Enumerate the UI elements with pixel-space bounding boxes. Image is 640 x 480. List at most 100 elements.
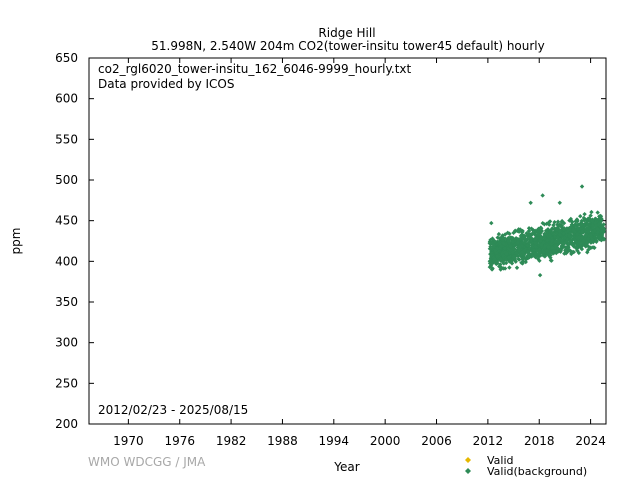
data-point (537, 247, 542, 252)
data-point (538, 246, 543, 251)
file-label: co2_rgl6020_tower-insitu_162_6046-9999_h… (98, 62, 412, 76)
data-point (557, 223, 563, 229)
data-point (549, 226, 555, 231)
data-point (557, 237, 562, 242)
data-point (502, 246, 507, 251)
data-point (584, 239, 589, 245)
data-point-outlier (537, 272, 543, 278)
data-point (586, 244, 591, 249)
data-point (582, 211, 587, 217)
data-point (567, 238, 573, 244)
data-point (501, 266, 506, 271)
data-point (523, 239, 528, 244)
data-point (578, 243, 584, 248)
data-point (488, 246, 493, 252)
data-point (572, 237, 578, 243)
data-point (551, 232, 556, 237)
x-tick-label: 1982 (216, 434, 247, 448)
data-point (555, 235, 560, 240)
data-point (547, 242, 552, 247)
data-points (487, 184, 607, 278)
data-point (566, 241, 572, 246)
data-point (594, 232, 600, 237)
data-point (519, 232, 525, 237)
data-point (508, 244, 514, 249)
chart-title: Ridge Hill (318, 26, 375, 40)
data-point (599, 229, 605, 234)
data-point (544, 248, 550, 253)
data-point (565, 228, 571, 234)
data-point (592, 220, 598, 225)
data-point (589, 218, 595, 223)
data-point (561, 231, 566, 236)
data-point (567, 218, 572, 223)
data-point (549, 235, 555, 241)
data-point (504, 241, 509, 246)
data-point (533, 239, 539, 244)
data-point (551, 222, 556, 228)
data-point (537, 258, 542, 263)
data-point (535, 232, 540, 237)
data-point (594, 239, 599, 244)
x-tick-label: 2012 (473, 434, 504, 448)
data-point (535, 239, 541, 244)
data-point (571, 249, 577, 255)
data-point (519, 254, 525, 260)
data-point (539, 228, 544, 234)
y-tick-label: 200 (55, 417, 78, 431)
data-point (558, 248, 563, 253)
data-point (575, 222, 581, 227)
data-point (596, 228, 601, 233)
data-point (515, 240, 520, 246)
data-point (583, 233, 588, 239)
data-point (592, 228, 598, 233)
data-point (588, 239, 593, 244)
y-tick-label: 550 (55, 132, 78, 146)
data-point (529, 240, 535, 245)
data-point (569, 242, 575, 247)
data-point (506, 258, 512, 264)
y-axis-label: ppm (9, 228, 23, 255)
data-point (543, 237, 548, 242)
data-point (600, 225, 605, 230)
data-point (590, 245, 596, 250)
data-point (519, 243, 524, 249)
data-point (520, 250, 525, 255)
data-point (521, 255, 527, 260)
data-point (548, 247, 554, 252)
data-point-outlier (540, 193, 545, 198)
data-point (590, 231, 595, 237)
data-point (524, 245, 529, 251)
data-point (546, 222, 552, 227)
data-point (546, 219, 552, 225)
data-point (494, 259, 500, 264)
data-point (545, 242, 550, 248)
data-point (577, 240, 583, 246)
data-point (567, 227, 572, 232)
data-point (552, 227, 557, 233)
data-point (569, 219, 575, 225)
data-point (563, 251, 569, 256)
x-tick-label: 1976 (164, 434, 195, 448)
data-point (533, 254, 538, 260)
data-point (549, 227, 554, 233)
data-point (513, 229, 518, 234)
data-point (580, 234, 585, 239)
data-point (532, 237, 538, 243)
data-point (601, 237, 607, 242)
data-point (542, 254, 548, 259)
data-point (566, 247, 572, 253)
data-point (497, 246, 502, 251)
data-point (520, 256, 525, 262)
plot-frame (88, 57, 607, 425)
data-point (557, 232, 562, 237)
data-point (491, 243, 497, 248)
data-point (553, 244, 559, 249)
data-point (506, 235, 511, 241)
data-point-outlier (557, 200, 562, 205)
data-point (586, 234, 591, 239)
axis-ticks: 200 250 300 350 400 450 500 550 600 650 1970 1976 19… (55, 51, 606, 448)
legend-label-background: Valid(background) (487, 465, 587, 478)
data-point (490, 236, 495, 241)
data-point (523, 259, 528, 265)
